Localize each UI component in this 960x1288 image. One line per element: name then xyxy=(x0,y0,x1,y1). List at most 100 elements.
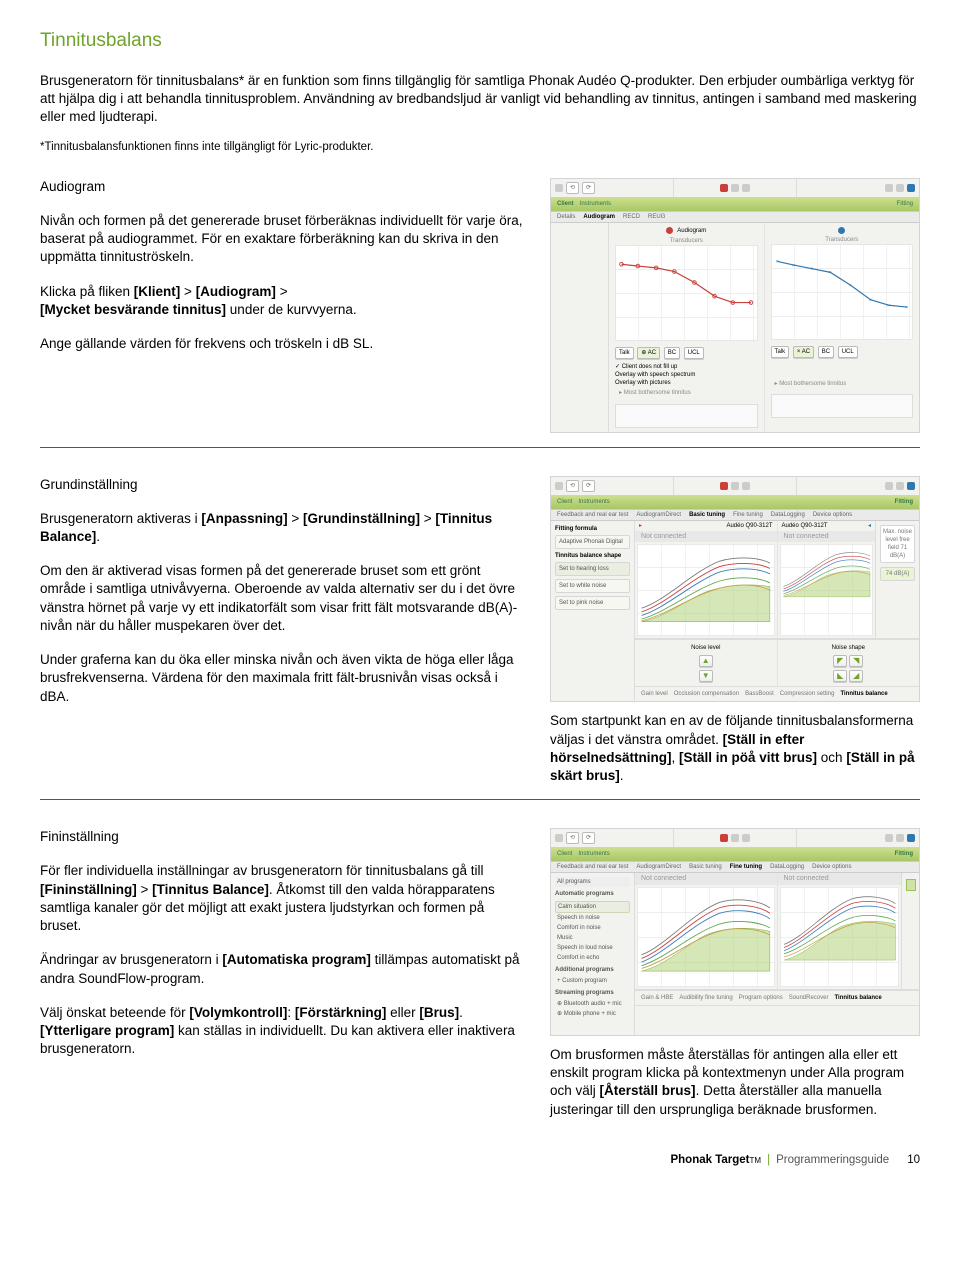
bold: [Volymkontroll] xyxy=(189,1005,287,1020)
subtab[interactable]: Compression setting xyxy=(780,690,835,698)
list-item[interactable]: ⊕ Bluetooth audio + mic xyxy=(555,999,630,1009)
list-item[interactable]: Set to pink noise xyxy=(555,596,630,610)
subtab[interactable]: SoundRecover xyxy=(789,994,829,1002)
subtab[interactable]: Program options xyxy=(739,994,783,1002)
svg-text:×: × xyxy=(792,263,795,269)
btn[interactable]: BC xyxy=(818,346,834,358)
nav-item[interactable]: Device options xyxy=(812,863,851,871)
footer-brand: Phonak Target xyxy=(670,1153,749,1169)
list-item[interactable]: + Custom program xyxy=(555,976,630,986)
up-button[interactable]: ▲ xyxy=(699,655,713,667)
list-item[interactable]: Speech in loud noise xyxy=(555,943,630,953)
tab-instruments[interactable]: Instruments xyxy=(580,200,611,208)
divider xyxy=(40,799,920,800)
footer-guide: Programmeringsguide xyxy=(776,1153,889,1169)
nav-item[interactable]: Feedback and real ear test xyxy=(557,863,628,871)
tm-mark: TM xyxy=(750,1156,762,1167)
tab[interactable]: Client xyxy=(557,850,572,858)
right-dot-icon xyxy=(666,227,673,234)
svg-text:×: × xyxy=(905,305,908,311)
noise-box: Max. noise level free field 71 dB(A) xyxy=(880,525,915,563)
tab-fitting[interactable]: Fitting xyxy=(897,200,913,208)
list-item[interactable]: Speech in noise xyxy=(555,913,630,923)
expander[interactable]: Most bothersome tinnitus xyxy=(624,390,691,396)
nav-item[interactable]: Fine tuning xyxy=(730,863,762,871)
tab[interactable]: Fitting xyxy=(895,498,913,506)
subtab[interactable]: Gain level xyxy=(641,690,668,698)
fine-left-chart xyxy=(780,887,900,987)
subtab[interactable]: Audibility fine tuning xyxy=(679,994,732,1002)
btn[interactable]: AC xyxy=(802,349,810,355)
check[interactable]: Overlay with pictures xyxy=(615,379,758,387)
audiogram-screenshot: ⟲⟳ Client Instruments Fitting Details Au… xyxy=(550,178,920,433)
nav-item[interactable]: RECD xyxy=(623,213,640,221)
fine-right-chart xyxy=(637,887,775,987)
label: Audéo Q90-312T xyxy=(782,522,828,530)
tab[interactable]: Instruments xyxy=(578,498,609,506)
list-item[interactable]: Music xyxy=(555,933,630,943)
list-item[interactable]: Comfort in echo xyxy=(555,953,630,963)
left-up[interactable]: ◤ xyxy=(833,655,847,667)
intro-block: Brusgeneratorn för tinnitusbalans* är en… xyxy=(40,72,920,127)
right-down[interactable]: ◢ xyxy=(849,670,863,682)
down-button[interactable]: ▼ xyxy=(699,670,713,682)
bold: [Ställ in pöå vitt brus] xyxy=(679,750,817,765)
list-item[interactable]: Set to white noise xyxy=(555,579,630,593)
btn[interactable]: UCL xyxy=(838,346,858,358)
nav-item[interactable]: REUG xyxy=(648,213,665,221)
list-item[interactable]: ⊕ Mobile phone + mic xyxy=(555,1009,630,1019)
footer-sep: | xyxy=(767,1153,770,1169)
fine-p1: För fler individuella inställningar av b… xyxy=(40,862,526,935)
list-item[interactable]: Set to hearing loss xyxy=(555,562,630,576)
text: > xyxy=(288,511,303,526)
subtab[interactable]: Tinnitus balance xyxy=(834,994,881,1002)
btn[interactable]: BC xyxy=(664,347,680,359)
list-item[interactable]: Comfort in noise xyxy=(555,923,630,933)
basic-p3: Under graferna kan du öka eller minska n… xyxy=(40,651,526,706)
tab[interactable]: Fitting xyxy=(895,850,913,858)
nav-item[interactable]: Device options xyxy=(813,511,852,519)
tab[interactable]: Instruments xyxy=(578,850,609,858)
noise-box: 74 dB(A) xyxy=(880,567,915,581)
section-basic: Grundinställning Brusgeneratorn aktivera… xyxy=(40,476,920,786)
svg-text:×: × xyxy=(810,267,813,273)
left-down[interactable]: ◣ xyxy=(833,670,847,682)
btn[interactable]: UCL xyxy=(684,347,704,359)
fine-p3: Välj önskat beteende för [Volymkontroll]… xyxy=(40,1004,526,1059)
list-item[interactable]: Calm situation xyxy=(555,901,630,913)
list-item[interactable]: Adaptive Phonak Digital xyxy=(555,535,630,549)
nav-item[interactable]: Basic tuning xyxy=(689,511,725,519)
text: : xyxy=(287,1005,295,1020)
nav-item[interactable]: DataLogging xyxy=(770,863,804,871)
subtab[interactable]: Tinnitus balance xyxy=(840,690,887,698)
check[interactable]: ✓ Client does not fill up xyxy=(615,363,758,371)
nav-item[interactable]: AudiogramDirect xyxy=(636,511,681,519)
label: Noise shape xyxy=(832,644,865,652)
text: och xyxy=(817,750,846,765)
tab-client[interactable]: Client xyxy=(557,200,574,208)
btn[interactable]: AC xyxy=(648,350,656,356)
right-up[interactable]: ◥ xyxy=(849,655,863,667)
subtab[interactable]: BassBoost xyxy=(745,690,774,698)
nav-item[interactable]: Audiogram xyxy=(583,213,615,221)
tab[interactable]: Client xyxy=(557,498,572,506)
check[interactable]: Overlay with speech spectrum xyxy=(615,371,758,379)
expander[interactable]: Most bothersome tinnitus xyxy=(779,381,846,387)
btn[interactable]: Talk xyxy=(615,347,634,359)
text: > xyxy=(420,511,435,526)
btn[interactable]: Talk xyxy=(771,346,790,358)
basic-p1: Brusgeneratorn aktiveras i [Anpassning] … xyxy=(40,510,526,546)
nav-item[interactable]: Fine tuning xyxy=(733,511,763,519)
nav-item[interactable]: AudiogramDirect xyxy=(636,863,681,871)
nav-item[interactable]: Feedback and real ear test xyxy=(557,511,628,519)
label: Noise level xyxy=(691,644,720,652)
text: Klicka på fliken xyxy=(40,284,134,299)
nav-item[interactable]: Details xyxy=(557,213,575,221)
nav-item[interactable]: Basic tuning xyxy=(689,863,722,871)
intro-paragraph: Brusgeneratorn för tinnitusbalans* är en… xyxy=(40,72,920,127)
bold: [Förstärkning] xyxy=(295,1005,387,1020)
bold: [Grundinställning] xyxy=(303,511,420,526)
subtab[interactable]: Gain & HBE xyxy=(641,994,673,1002)
nav-item[interactable]: DataLogging xyxy=(771,511,805,519)
subtab[interactable]: Occlusion compensation xyxy=(674,690,739,698)
